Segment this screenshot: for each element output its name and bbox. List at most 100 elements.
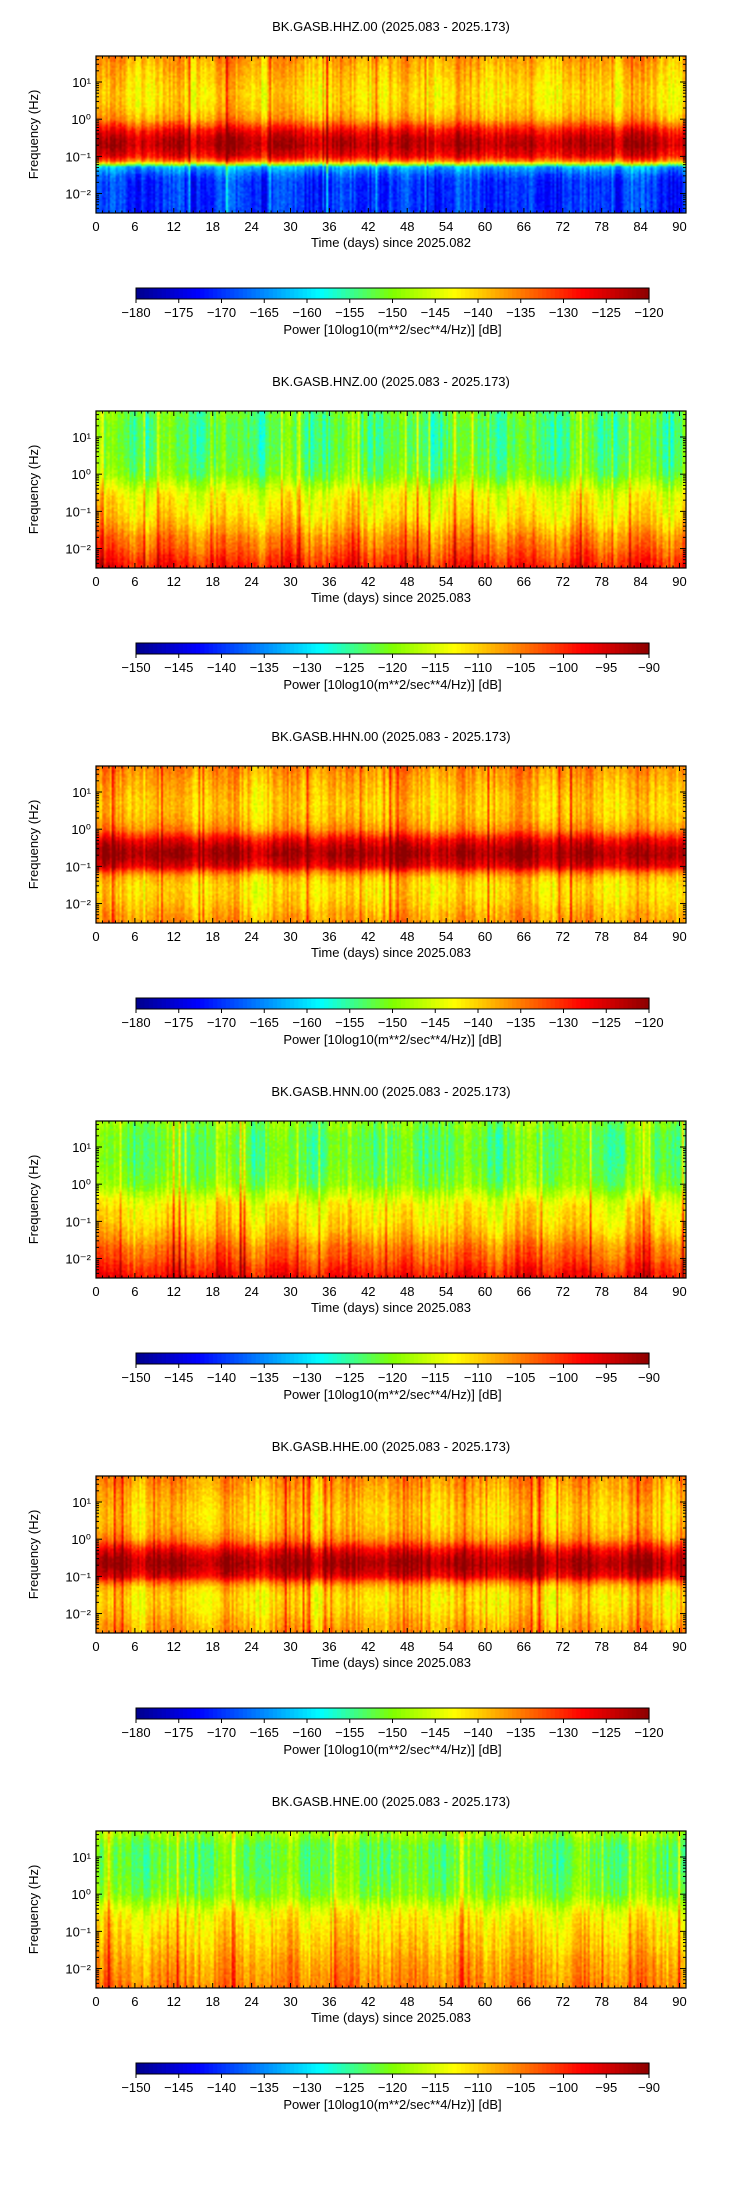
colorbar-segment bbox=[546, 998, 552, 1009]
colorbar-segment bbox=[533, 1708, 539, 1719]
colorbar-segment bbox=[255, 288, 261, 299]
x-tick-label: 60 bbox=[478, 1639, 492, 1654]
x-tick-label: 48 bbox=[400, 1639, 414, 1654]
colorbar-segment bbox=[140, 998, 146, 1009]
colorbar-segment bbox=[503, 2063, 509, 2074]
colorbar-segment bbox=[341, 2063, 347, 2074]
x-tick-label: 42 bbox=[361, 219, 375, 234]
colorbar-segment bbox=[584, 1708, 590, 1719]
colorbar-segment bbox=[396, 2063, 402, 2074]
colorbar-segment bbox=[247, 2063, 253, 2074]
colorbar-segment bbox=[170, 1708, 176, 1719]
colorbar-segment bbox=[448, 288, 453, 299]
colorbar-segment bbox=[409, 2063, 415, 2074]
colorbar-segment bbox=[242, 288, 248, 299]
colorbar-segment bbox=[580, 1708, 586, 1719]
y-tick-label: 10⁰ bbox=[71, 467, 91, 482]
colorbar: −150 −145 −140 −135 −130 −125 −120 −115 −110 −105… bbox=[121, 2062, 660, 2112]
colorbar-segment bbox=[336, 288, 342, 299]
colorbar-segment bbox=[285, 288, 291, 299]
colorbar-tick-label: −145 bbox=[421, 1015, 450, 1030]
colorbar-segment bbox=[516, 998, 522, 1009]
y-tick-label: 10¹ bbox=[72, 75, 91, 90]
y-tick-label: 10⁰ bbox=[71, 1177, 91, 1192]
x-tick-label: 84 bbox=[633, 929, 647, 944]
colorbar-segment bbox=[264, 1708, 270, 1719]
colorbar-segment bbox=[392, 998, 398, 1009]
colorbar-segment bbox=[272, 288, 278, 299]
colorbar-segment bbox=[349, 1353, 355, 1364]
colorbar-segment bbox=[482, 1708, 488, 1719]
colorbar-segment bbox=[627, 643, 633, 654]
colorbar-segment bbox=[183, 288, 188, 299]
x-tick-label: 66 bbox=[517, 574, 531, 589]
colorbar-segment bbox=[311, 643, 317, 654]
colorbar-segment bbox=[563, 2063, 569, 2074]
colorbar-segment bbox=[572, 2063, 577, 2074]
plot-frame bbox=[95, 410, 687, 569]
colorbar-segment bbox=[413, 2063, 419, 2074]
colorbar-segment bbox=[405, 288, 411, 299]
colorbar-segment bbox=[554, 2063, 560, 2074]
colorbar-segment bbox=[426, 643, 432, 654]
colorbar-segment bbox=[627, 1353, 633, 1364]
x-tick-label: 12 bbox=[167, 1639, 181, 1654]
colorbar-segment bbox=[157, 288, 163, 299]
colorbar-segment bbox=[315, 998, 321, 1009]
colorbar-segment bbox=[238, 998, 244, 1009]
colorbar-segment bbox=[217, 998, 223, 1009]
colorbar-segment bbox=[623, 288, 629, 299]
spectrogram-heatmap bbox=[96, 1121, 686, 1278]
colorbar-segment bbox=[230, 643, 235, 654]
colorbar-segment bbox=[247, 1708, 253, 1719]
colorbar-segment bbox=[572, 998, 577, 1009]
colorbar-segment bbox=[371, 2063, 376, 2074]
colorbar-segment bbox=[486, 1353, 492, 1364]
colorbar-segment bbox=[281, 288, 287, 299]
colorbar-segment bbox=[499, 288, 505, 299]
colorbar-segment bbox=[268, 2063, 274, 2074]
colorbar-segment bbox=[426, 2063, 432, 2074]
colorbar-segment bbox=[247, 643, 253, 654]
colorbar-segment bbox=[597, 643, 603, 654]
colorbar-segment bbox=[354, 2063, 359, 2074]
colorbar-segment bbox=[546, 288, 552, 299]
y-tick-label: 10⁻² bbox=[65, 1607, 91, 1622]
colorbar-segment bbox=[525, 1708, 530, 1719]
x-tick-label: 90 bbox=[672, 1284, 686, 1299]
colorbar-segment bbox=[255, 998, 261, 1009]
x-tick-label: 48 bbox=[400, 929, 414, 944]
colorbar-tick-label: −180 bbox=[121, 1725, 150, 1740]
colorbar-segment bbox=[268, 643, 274, 654]
colorbar-segment bbox=[614, 998, 620, 1009]
panel-title: BK.GASB.HNZ.00 (2025.083 - 2025.173) bbox=[272, 374, 510, 389]
colorbar-segment bbox=[512, 288, 518, 299]
y-tick-label: 10¹ bbox=[72, 1140, 91, 1155]
colorbar-segment bbox=[272, 998, 278, 1009]
colorbar-segment bbox=[542, 643, 547, 654]
colorbar-label: Power [10log10(m**2/sec**4/Hz)] [dB] bbox=[283, 322, 501, 337]
colorbar-segment bbox=[593, 288, 599, 299]
colorbar-segment bbox=[234, 1353, 240, 1364]
colorbar-segment bbox=[148, 643, 154, 654]
colorbar-segment bbox=[443, 1708, 449, 1719]
x-axis-label: Time (days) since 2025.082 bbox=[311, 235, 471, 250]
colorbar-tick-label: −145 bbox=[421, 1725, 450, 1740]
colorbar-segment bbox=[619, 643, 624, 654]
colorbar-segment bbox=[619, 1353, 624, 1364]
colorbar-segment bbox=[418, 1353, 424, 1364]
colorbar-segment bbox=[606, 1353, 612, 1364]
colorbar-segment bbox=[559, 1353, 565, 1364]
colorbar-tick-label: −125 bbox=[592, 1015, 621, 1030]
colorbar-tick-label: −110 bbox=[464, 1370, 492, 1385]
colorbar-segment bbox=[597, 1353, 603, 1364]
colorbar-tick-label: −140 bbox=[463, 305, 492, 320]
colorbar-segment bbox=[140, 1708, 146, 1719]
x-tick-label: 84 bbox=[633, 1639, 647, 1654]
colorbar-segment bbox=[631, 998, 637, 1009]
colorbar-segment bbox=[486, 998, 492, 1009]
colorbar-segment bbox=[606, 288, 612, 299]
colorbar-segment bbox=[195, 2063, 201, 2074]
x-tick-label: 30 bbox=[283, 1639, 297, 1654]
